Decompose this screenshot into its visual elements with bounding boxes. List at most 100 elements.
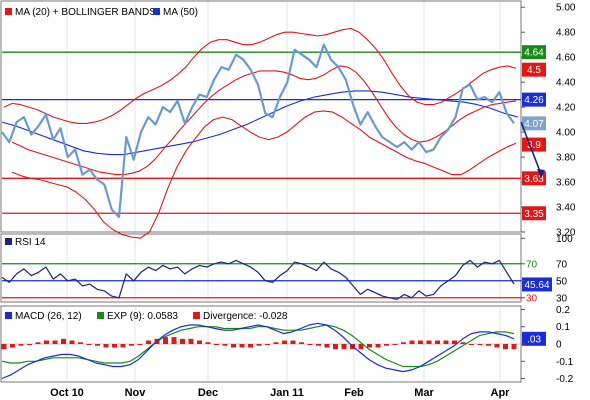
y-tick-label: 3.20 [556,228,576,239]
divergence-bar [18,344,24,346]
divergence-bar [460,342,466,344]
level-tag-text: 4.64 [524,48,544,59]
legend-label-divergence: Divergence: -0.028 [203,311,288,322]
value-tag-4-5 [522,62,546,77]
y-tick-label: 100 [556,234,573,245]
macd-value-tag-box [522,331,546,346]
divergence-bar [469,344,474,345]
legend-label-exp: EXP (9): 0.0583 [107,311,178,322]
divergence-bar [384,344,389,346]
legend-label-ma20: MA (20) + BOLLINGER BANDS [15,7,156,18]
divergence-bar [146,340,151,344]
series-ma-50 [1,90,519,156]
y-tick-label: 4.80 [556,28,576,39]
divergence-bar [222,344,228,346]
x-tick-label: Nov [125,387,147,399]
divergence-bar [426,340,432,344]
x-tick-label: Dec [198,387,218,399]
divergence-bar [197,340,202,344]
divergence-bar [282,340,287,344]
divergence-bar [290,340,296,344]
divergence-bar [61,338,66,344]
y-tick-label: 4.20 [556,103,576,114]
divergence-bar [299,342,304,344]
legend-swatch-ma50 [153,8,160,15]
divergence-bar [367,344,372,348]
x-tick-label: Apr [491,387,511,399]
x-tick-label: Feb [344,387,364,399]
divergence-bar [112,344,117,348]
divergence-bar [401,342,406,344]
x-tick-label: Oct 10 [50,387,84,399]
value-tag-text: 3.9 [527,140,541,151]
legend-label-macd: MACD (26, 12) [15,311,82,322]
series-lower-band [11,110,517,239]
level-tag-text: 3.63 [524,174,544,185]
legend-swatch-ma20 [5,8,12,15]
divergence-bar [205,342,211,344]
legend-swatch-divergence [193,312,200,319]
divergence-bar [103,344,109,348]
legend-label-rsi: RSI 14 [15,237,46,248]
series-macd-26-12 [1,322,515,380]
y-tick-label: 4.00 [556,128,576,139]
rsi-value-tag-box [522,277,552,292]
divergence-bar [231,344,236,348]
divergence-bar [86,344,92,345]
divergence-bar [452,340,457,344]
divergence-bar [137,344,143,345]
divergence-bar [1,344,7,350]
divergence-bar [333,344,338,350]
legend-swatch-exp [97,312,104,319]
y-tick-label: 5.00 [556,3,576,14]
rsi-value-tag-text: 45.64 [524,280,549,291]
divergence-bar [10,344,15,348]
series-ma-20 [11,65,517,176]
level-tag-4-26 [522,92,546,107]
divergence-bar [418,340,423,344]
y-tick-label: 70 [556,259,568,270]
divergence-bar [375,344,381,348]
level-tag-text: 3.35 [524,209,544,220]
level-tag-4-64 [522,45,546,60]
divergence-bar [265,344,270,345]
divergence-bar [409,340,415,344]
divergence-bar [120,344,126,348]
legend-label-ma50: MA (50) [163,7,198,18]
y-tick-label: 3.80 [556,153,576,164]
divergence-bar [503,344,508,350]
trend-arrow [520,121,542,175]
y-tick-label: 30 [556,293,568,304]
divergence-bar [316,344,321,346]
divergence-bar [239,344,245,348]
macd-value-tag-text: .03 [527,334,541,345]
divergence-bar [69,340,75,344]
legend-swatch-rsi [5,238,12,245]
y-tick-label: 4.40 [556,78,576,89]
divergence-bar [358,344,364,350]
divergence-bar [341,344,347,350]
value-tag-text: 4.5 [527,65,541,76]
divergence-bar [78,342,83,344]
value-tag-text: 4.07 [524,119,544,130]
y-tick-label: 50 [556,276,568,287]
value-tag-4-07 [522,116,546,131]
divergence-bar [477,344,483,345]
divergence-bar [486,344,491,346]
divergence-bar [35,342,41,344]
divergence-bar [256,344,262,346]
divergence-bar [129,344,134,346]
y-tick-label: 3.40 [556,203,576,214]
divergence-bar [163,337,168,344]
y-tick-label: 3.60 [556,178,576,189]
y-tick-label: 4.60 [556,53,576,64]
divergence-bar [392,344,398,345]
rsi-level-label: 30 [526,293,538,304]
y-tick-label: 0.2 [556,305,570,316]
series-rsi-14 [1,259,515,300]
divergence-bar [443,340,449,344]
trend-arrowhead [537,169,545,178]
series-price [1,43,515,219]
level-tag-3-35 [522,206,546,221]
